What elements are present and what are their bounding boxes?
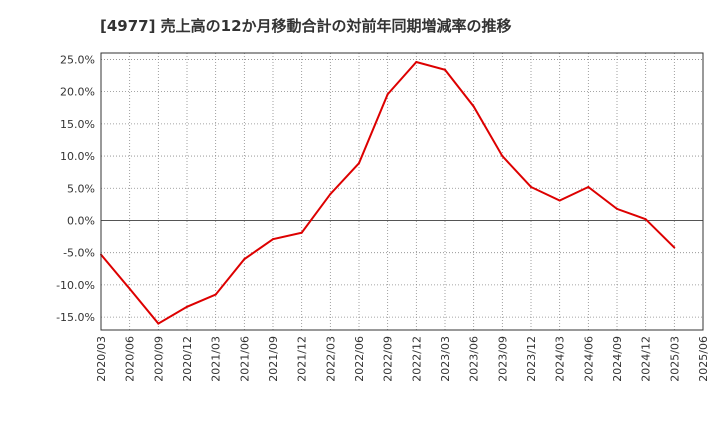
- x-tick-label: 2023/03: [439, 336, 452, 382]
- data-point: [616, 207, 618, 210]
- plot-border: [100, 52, 704, 331]
- x-tick-label: 2024/12: [640, 336, 653, 382]
- x-tick-label: 2023/12: [525, 336, 538, 382]
- data-point: [444, 68, 446, 71]
- axis-layer: 25.0% 20.0% 15.0% 10.0% 5.0% 0.0% -5.0% -10.0% -…: [56, 53, 710, 381]
- x-tick-label: 2020/12: [181, 336, 194, 382]
- x-tick-label: 2024/03: [554, 336, 567, 382]
- x-tick-label: 2023/09: [496, 336, 509, 382]
- x-tick-label: 2022/03: [324, 336, 337, 382]
- data-point: [501, 155, 504, 158]
- data-point: [415, 61, 418, 64]
- data-point: [530, 185, 532, 188]
- y-tick-label: 5.0%: [67, 182, 95, 195]
- data-point: [358, 162, 360, 165]
- x-tick-label: 2022/09: [382, 336, 395, 382]
- data-point: [272, 238, 274, 241]
- x-tick-label: 2025/03: [668, 336, 681, 382]
- x-tick-label: 2021/03: [210, 336, 223, 382]
- series-layer: [100, 60, 676, 325]
- data-point: [472, 105, 475, 108]
- x-tick-label: 2021/09: [267, 336, 280, 382]
- x-tick-label: 2024/09: [611, 336, 624, 382]
- x-tick-label: 2020/06: [124, 336, 137, 382]
- x-tick-label: 2022/12: [410, 336, 423, 382]
- data-point: [243, 258, 246, 261]
- y-tick-label: 0.0%: [67, 214, 95, 227]
- y-tick-label: -10.0%: [56, 279, 95, 292]
- x-tick-label: 2024/06: [582, 336, 595, 382]
- chart-title: [4977] 売上高の12か月移動合計の対前年同期増減率の推移: [100, 17, 512, 35]
- data-point: [587, 185, 590, 188]
- grid-layer: [101, 53, 703, 330]
- data-point: [386, 93, 389, 96]
- x-tick-label: 2023/06: [468, 336, 481, 382]
- x-tick-label: 2020/09: [152, 336, 165, 382]
- x-tick-label: 2021/06: [238, 336, 251, 382]
- data-point: [644, 218, 647, 221]
- x-tick-label: 2022/06: [353, 336, 366, 382]
- y-tick-label: 10.0%: [60, 150, 95, 163]
- x-tick-label: 2021/12: [296, 336, 309, 382]
- data-point: [673, 246, 676, 249]
- x-tick-label: 2025/06: [697, 336, 710, 382]
- y-tick-label: 20.0%: [60, 86, 95, 99]
- data-point: [214, 293, 217, 296]
- y-tick-label: -5.0%: [63, 247, 95, 260]
- data-point: [329, 193, 332, 196]
- y-tick-label: 25.0%: [60, 53, 95, 66]
- data-point: [300, 231, 303, 234]
- y-tick-label: 15.0%: [60, 118, 95, 131]
- data-point: [558, 199, 561, 202]
- data-point: [157, 322, 160, 325]
- data-point: [128, 287, 131, 290]
- plot-area: [101, 53, 703, 330]
- data-point: [186, 305, 188, 308]
- y-tick-label: -15.0%: [56, 311, 95, 324]
- x-tick-label: 2020/03: [95, 336, 108, 382]
